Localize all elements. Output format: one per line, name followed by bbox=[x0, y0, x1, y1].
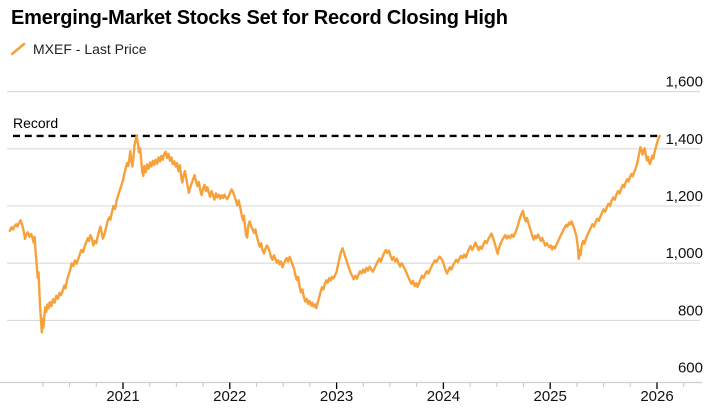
y-axis-label: 1,000 bbox=[665, 245, 703, 262]
x-axis-label: 2023 bbox=[320, 388, 353, 405]
x-axis-label: 2021 bbox=[106, 388, 139, 405]
chart-title: Emerging-Market Stocks Set for Record Cl… bbox=[11, 7, 508, 29]
legend: MXEF - Last Price bbox=[11, 41, 147, 57]
y-axis-label: 1,600 bbox=[665, 74, 703, 91]
price-line-series bbox=[8, 134, 661, 334]
y-axis-label: 800 bbox=[678, 302, 703, 319]
gridlines bbox=[7, 91, 700, 321]
axes bbox=[0, 381, 702, 389]
y-axis-label: 1,400 bbox=[665, 131, 703, 148]
x-axis-label: 2022 bbox=[213, 388, 246, 405]
legend-label: MXEF - Last Price bbox=[33, 41, 147, 57]
record-line-label: Record bbox=[13, 114, 59, 131]
legend-line-icon bbox=[11, 42, 26, 56]
x-axis-label: 2025 bbox=[534, 388, 567, 405]
x-axis-label: 2026 bbox=[640, 388, 673, 405]
y-axis-label: 600 bbox=[678, 360, 703, 377]
price-line bbox=[8, 134, 661, 334]
x-axis-label: 2024 bbox=[427, 388, 460, 405]
axis-tick-labels: 600 800 1,000 1,200 1,400 1,600 2021 2022 2023 20… bbox=[106, 74, 703, 405]
y-axis-label: 1,200 bbox=[665, 188, 703, 205]
